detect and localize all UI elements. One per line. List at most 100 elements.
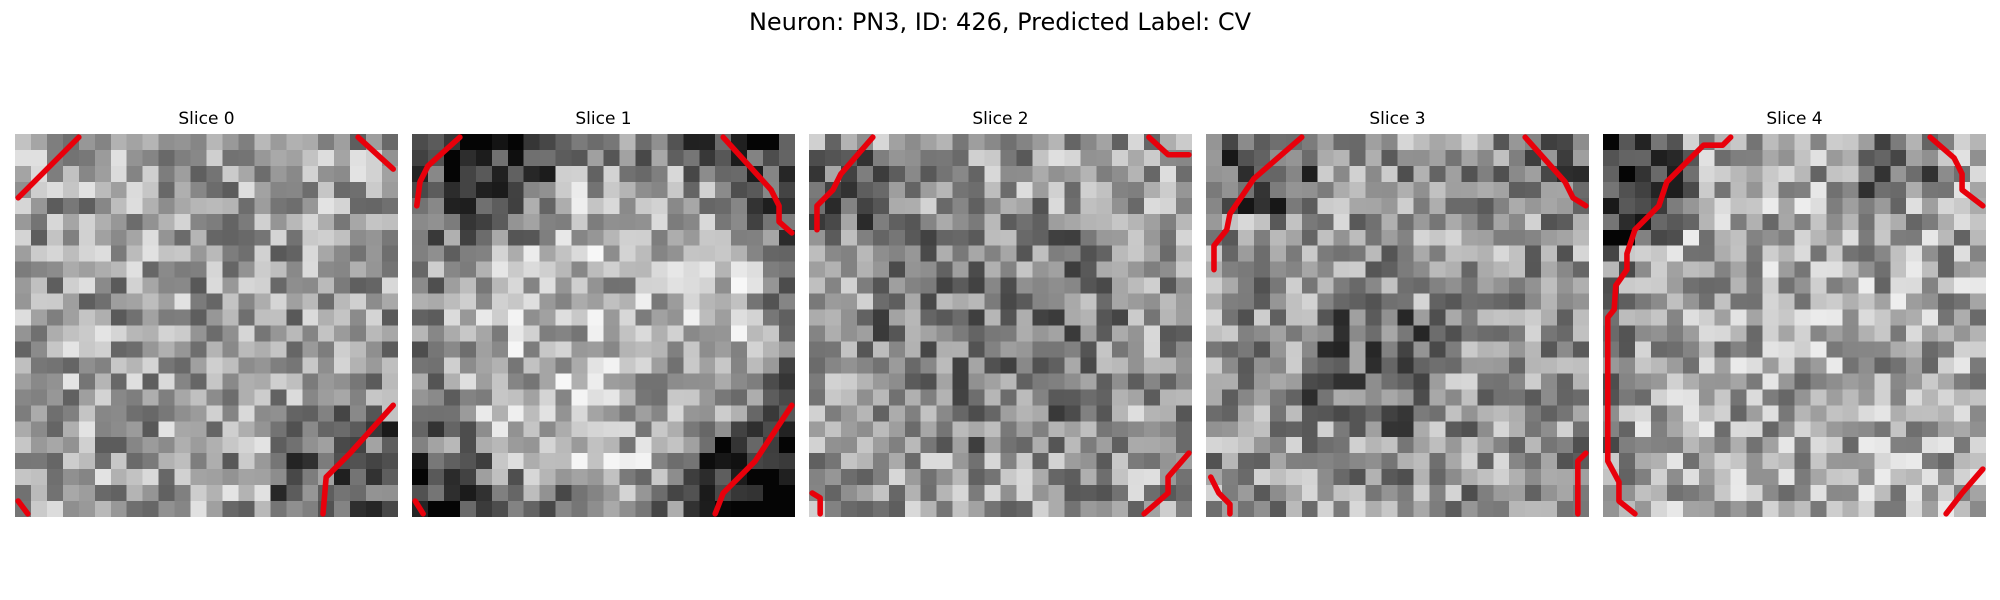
pixel	[30, 405, 48, 422]
pixel	[651, 485, 668, 502]
pixel	[1000, 134, 1017, 151]
pixel	[1397, 197, 1414, 215]
pixel	[1080, 134, 1097, 151]
pixel	[1714, 165, 1731, 183]
pixel	[62, 245, 80, 262]
pixel	[254, 229, 271, 247]
pixel	[936, 405, 953, 422]
pixel	[763, 134, 780, 151]
pixel	[1349, 197, 1366, 215]
pixel	[1128, 373, 1145, 390]
pixel	[1112, 181, 1129, 199]
pixel	[1397, 341, 1414, 358]
pixel	[1682, 485, 1700, 502]
pixel	[238, 341, 255, 358]
pixel	[78, 389, 96, 406]
pixel	[824, 245, 842, 262]
pixel	[142, 181, 159, 199]
pixel	[1938, 437, 1955, 454]
pixel	[1317, 501, 1334, 517]
pixel	[459, 261, 477, 278]
pixel	[1890, 421, 1907, 438]
pixel	[366, 245, 383, 262]
pixel	[1762, 421, 1779, 438]
pixel	[254, 453, 271, 470]
pixel	[1285, 437, 1303, 454]
pixel	[1112, 357, 1129, 374]
pixel	[190, 277, 207, 294]
contour-line	[1211, 134, 1305, 273]
pixel	[427, 469, 445, 486]
pixel	[334, 261, 351, 278]
pixel	[1954, 421, 1971, 438]
pixel	[968, 373, 985, 390]
pixel	[1016, 261, 1033, 278]
pixel	[1938, 277, 1955, 294]
pixel	[1206, 421, 1223, 438]
pixel	[1429, 469, 1446, 486]
pixel	[443, 277, 461, 294]
pixel	[1429, 229, 1446, 247]
pixel	[1618, 405, 1636, 422]
pixel	[1890, 405, 1907, 422]
pixel	[412, 293, 429, 310]
contour-line	[1207, 474, 1233, 517]
pixel	[1237, 485, 1255, 502]
pixel	[1970, 149, 1986, 167]
pixel	[15, 277, 32, 294]
pixel	[366, 309, 383, 326]
pixel	[1128, 357, 1145, 374]
pixel	[1682, 165, 1700, 183]
pixel	[872, 261, 890, 278]
pixel	[206, 389, 223, 406]
pixel	[1730, 373, 1747, 390]
pixel	[539, 357, 556, 374]
pixel	[904, 245, 922, 262]
pixel	[1112, 485, 1129, 502]
pixel	[1634, 197, 1652, 215]
pixel	[1000, 437, 1017, 454]
pixel	[1746, 229, 1763, 247]
pixel	[824, 437, 842, 454]
pixel	[715, 165, 732, 183]
pixel	[507, 197, 525, 215]
pixel	[1096, 357, 1113, 374]
pixel	[1016, 469, 1033, 486]
pixel	[1048, 453, 1065, 470]
pixel	[1429, 277, 1446, 294]
pixel	[1429, 134, 1446, 151]
pixel	[635, 341, 652, 358]
pixel	[1112, 341, 1129, 358]
pixel	[872, 485, 890, 502]
pixel	[254, 421, 271, 438]
pixel	[1842, 357, 1859, 374]
pixel	[1253, 149, 1271, 167]
pixel	[334, 437, 351, 454]
pixel	[174, 469, 191, 486]
pixel	[1746, 357, 1763, 374]
pixel	[952, 309, 969, 326]
pixel	[238, 165, 255, 183]
pixel	[779, 373, 795, 390]
pixel	[1445, 309, 1462, 326]
pixel	[94, 357, 112, 374]
pixel	[1778, 501, 1795, 517]
pixel	[1954, 405, 1971, 422]
pixel	[888, 165, 906, 183]
pixel	[1000, 261, 1017, 278]
pixel	[1730, 453, 1747, 470]
pixel	[571, 357, 588, 374]
pixel	[158, 213, 175, 231]
pixel	[1206, 325, 1223, 342]
pixel	[1397, 277, 1414, 294]
pixel	[110, 405, 128, 422]
pixel	[174, 181, 191, 199]
pixel	[1080, 421, 1097, 438]
pixel	[635, 469, 652, 486]
pixel	[1794, 213, 1811, 231]
pixel	[206, 485, 223, 502]
pixel	[1762, 373, 1779, 390]
pixel	[412, 357, 429, 374]
pixel	[126, 405, 143, 422]
pixel	[206, 325, 223, 342]
